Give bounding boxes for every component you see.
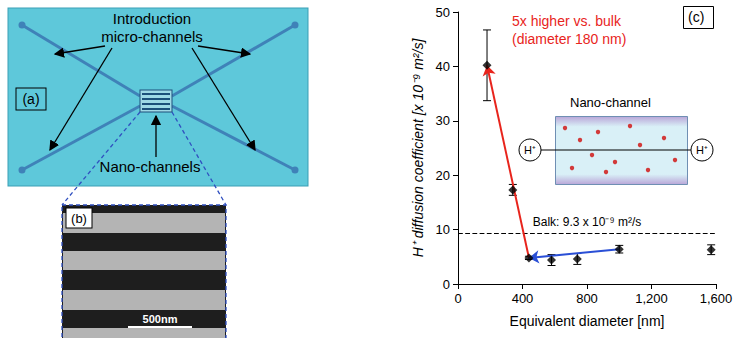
svg-text:5x higher vs. bulk: 5x higher vs. bulk (512, 13, 622, 29)
svg-text:Nano-channels: Nano-channels (100, 158, 201, 175)
svg-text:Nano-channel: Nano-channel (570, 95, 651, 110)
svg-text:50: 50 (436, 5, 450, 20)
svg-text:Introductionmicro-channels: Introductionmicro-channels (101, 10, 203, 45)
svg-text:1,200: 1,200 (635, 291, 668, 306)
svg-text:30: 30 (436, 113, 450, 128)
svg-text:(b): (b) (71, 211, 87, 226)
svg-text:(diameter 180 nm): (diameter 180 nm) (512, 31, 626, 47)
svg-text:20: 20 (436, 168, 450, 183)
svg-text:40: 40 (436, 59, 450, 74)
svg-text:Equivalent diameter [nm]: Equivalent diameter [nm] (510, 313, 665, 329)
svg-text:Balk: 9.3 x 10⁻⁹ m²/s: Balk: 9.3 x 10⁻⁹ m²/s (533, 215, 642, 229)
svg-text:(a): (a) (22, 91, 39, 107)
svg-text:(c): (c) (688, 9, 704, 25)
svg-text:800: 800 (576, 291, 598, 306)
svg-text:H⁺: H⁺ (696, 144, 708, 156)
svg-text:10: 10 (436, 222, 450, 237)
svg-text:H⁺ diffusion coefficient [x 10: H⁺ diffusion coefficient [x 10⁻⁹ m²/s] (410, 38, 426, 258)
svg-text:500nm: 500nm (143, 313, 178, 325)
svg-text:0: 0 (443, 277, 450, 292)
svg-text:0: 0 (454, 291, 461, 306)
svg-text:1,600: 1,600 (700, 291, 733, 306)
svg-text:H⁺: H⁺ (524, 144, 536, 156)
svg-text:400: 400 (512, 291, 534, 306)
